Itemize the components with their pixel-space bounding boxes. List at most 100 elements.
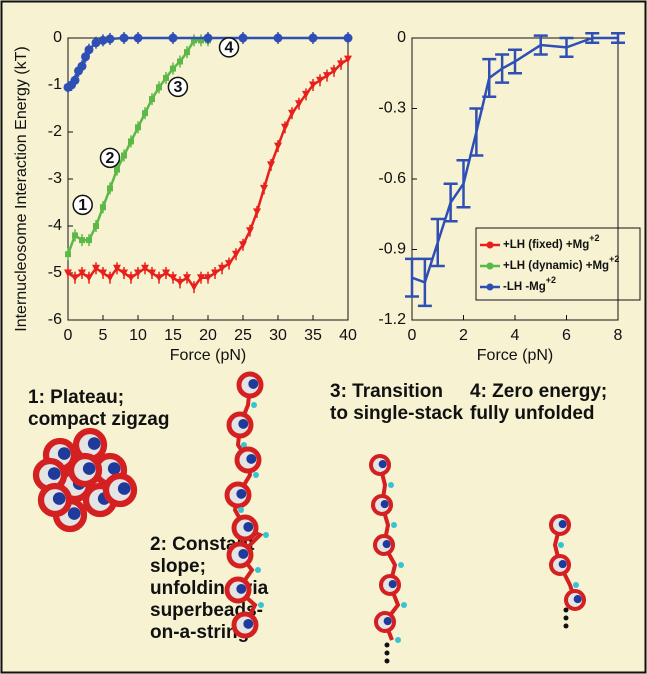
ellipsis-dot — [384, 658, 390, 664]
core — [248, 378, 259, 389]
x-tick-label: 20 — [199, 327, 217, 344]
core — [378, 460, 387, 469]
core — [67, 507, 81, 520]
illustration — [32, 371, 587, 664]
caption: 4: Zero energy; — [470, 381, 607, 402]
x-tick-label: 0 — [64, 327, 73, 344]
core — [246, 453, 257, 464]
caption: to single-stack — [330, 403, 463, 424]
caption: fully unfolded — [470, 403, 595, 424]
core — [382, 540, 391, 549]
legend-box — [475, 227, 641, 301]
series-line — [411, 36, 618, 285]
legend-entry: -LH -Mg+2 — [503, 275, 556, 293]
core — [87, 437, 101, 450]
core — [47, 467, 61, 480]
x-tick-label: 35 — [304, 327, 322, 344]
core — [243, 618, 254, 629]
y-tick-label: 0 — [397, 29, 406, 46]
y-axis-label: Internucleosome Interaction Energy (kT) — [13, 46, 30, 331]
legend-marker — [486, 262, 494, 270]
legend-name: -LH -Mg — [503, 281, 546, 293]
x-tick-label: 2 — [459, 327, 468, 344]
core — [388, 580, 397, 589]
core — [558, 560, 567, 569]
core — [238, 548, 249, 559]
legend-name: +LH (dynamic) +Mg — [503, 260, 609, 272]
core — [243, 521, 254, 532]
annotation-circle — [218, 37, 240, 58]
legend-superscript: +2 — [589, 233, 599, 243]
caption: slope; — [150, 556, 206, 577]
core — [236, 583, 247, 594]
y-tick-label: -4 — [48, 217, 62, 234]
annotation: 4 — [225, 40, 234, 57]
linker-histone — [241, 442, 247, 448]
linker-histone — [401, 602, 407, 608]
legend-marker — [486, 241, 494, 249]
legend-name: +LH (fixed) +Mg — [503, 239, 589, 251]
linker-histone — [398, 562, 404, 568]
core — [82, 462, 96, 475]
ellipsis-dot — [384, 650, 390, 656]
ellipsis-dot — [563, 615, 569, 621]
caption: superbeads- — [150, 600, 263, 621]
annotation-circle — [99, 147, 121, 169]
linker-histone — [238, 507, 244, 513]
y-tick-label: -0.6 — [378, 170, 406, 187]
x-tick-label: 8 — [614, 327, 623, 344]
legend-marker — [486, 283, 494, 291]
y-tick-label: -0.3 — [378, 100, 406, 117]
annotation: 3 — [173, 79, 182, 96]
legend: +LH (fixed) +Mg+2+LH (dynamic) +Mg+2-LH … — [475, 227, 641, 301]
core — [57, 447, 71, 460]
linker-histone — [391, 522, 397, 528]
x-axis-label: Force (pN) — [477, 347, 553, 364]
y-tick-label: -3 — [48, 170, 62, 187]
linker-histone — [253, 472, 259, 478]
legend-entry: +LH (fixed) +Mg+2 — [503, 233, 600, 251]
caption: 1: Plateau; — [28, 387, 124, 408]
annotation: 2 — [106, 150, 115, 167]
x-tick-label: 6 — [562, 327, 571, 344]
core — [117, 482, 131, 495]
legend-entry: +LH (dynamic) +Mg+2 — [503, 254, 619, 272]
y-tick-label: 0 — [53, 29, 62, 46]
caption: on-a-string — [150, 622, 249, 643]
linker-histone — [255, 567, 261, 573]
x-tick-label: 15 — [164, 327, 182, 344]
linker-histone — [258, 602, 264, 608]
y-tick-label: -1 — [48, 76, 62, 93]
annotation-circle — [167, 76, 189, 98]
legend-superscript: +2 — [609, 254, 619, 264]
x-tick-label: 40 — [339, 327, 357, 344]
caption: compact zigzag — [28, 409, 169, 430]
y-tick-label: -5 — [48, 264, 62, 281]
x-axis-label: Force (pN) — [170, 347, 246, 364]
x-tick-label: 4 — [511, 327, 520, 344]
core — [380, 500, 389, 509]
linker-histone — [251, 402, 257, 408]
x-tick-label: 25 — [234, 327, 252, 344]
core — [573, 595, 582, 604]
linker-histone — [395, 637, 401, 643]
y-tick-label: -6 — [48, 311, 62, 328]
x-tick-label: 5 — [99, 327, 108, 344]
caption: 3: Transition — [330, 381, 443, 402]
core — [52, 492, 66, 505]
x-tick-label: 30 — [269, 327, 287, 344]
ellipsis-dot — [563, 607, 569, 613]
core — [383, 617, 392, 626]
core — [107, 462, 121, 475]
ellipsis-dot — [384, 642, 390, 648]
linker-histone — [558, 542, 564, 548]
core — [238, 418, 249, 429]
y-tick-label: -2 — [48, 123, 62, 140]
linker-histone — [573, 582, 579, 588]
ellipsis-dot — [563, 623, 569, 629]
annotation: 1 — [78, 197, 87, 214]
